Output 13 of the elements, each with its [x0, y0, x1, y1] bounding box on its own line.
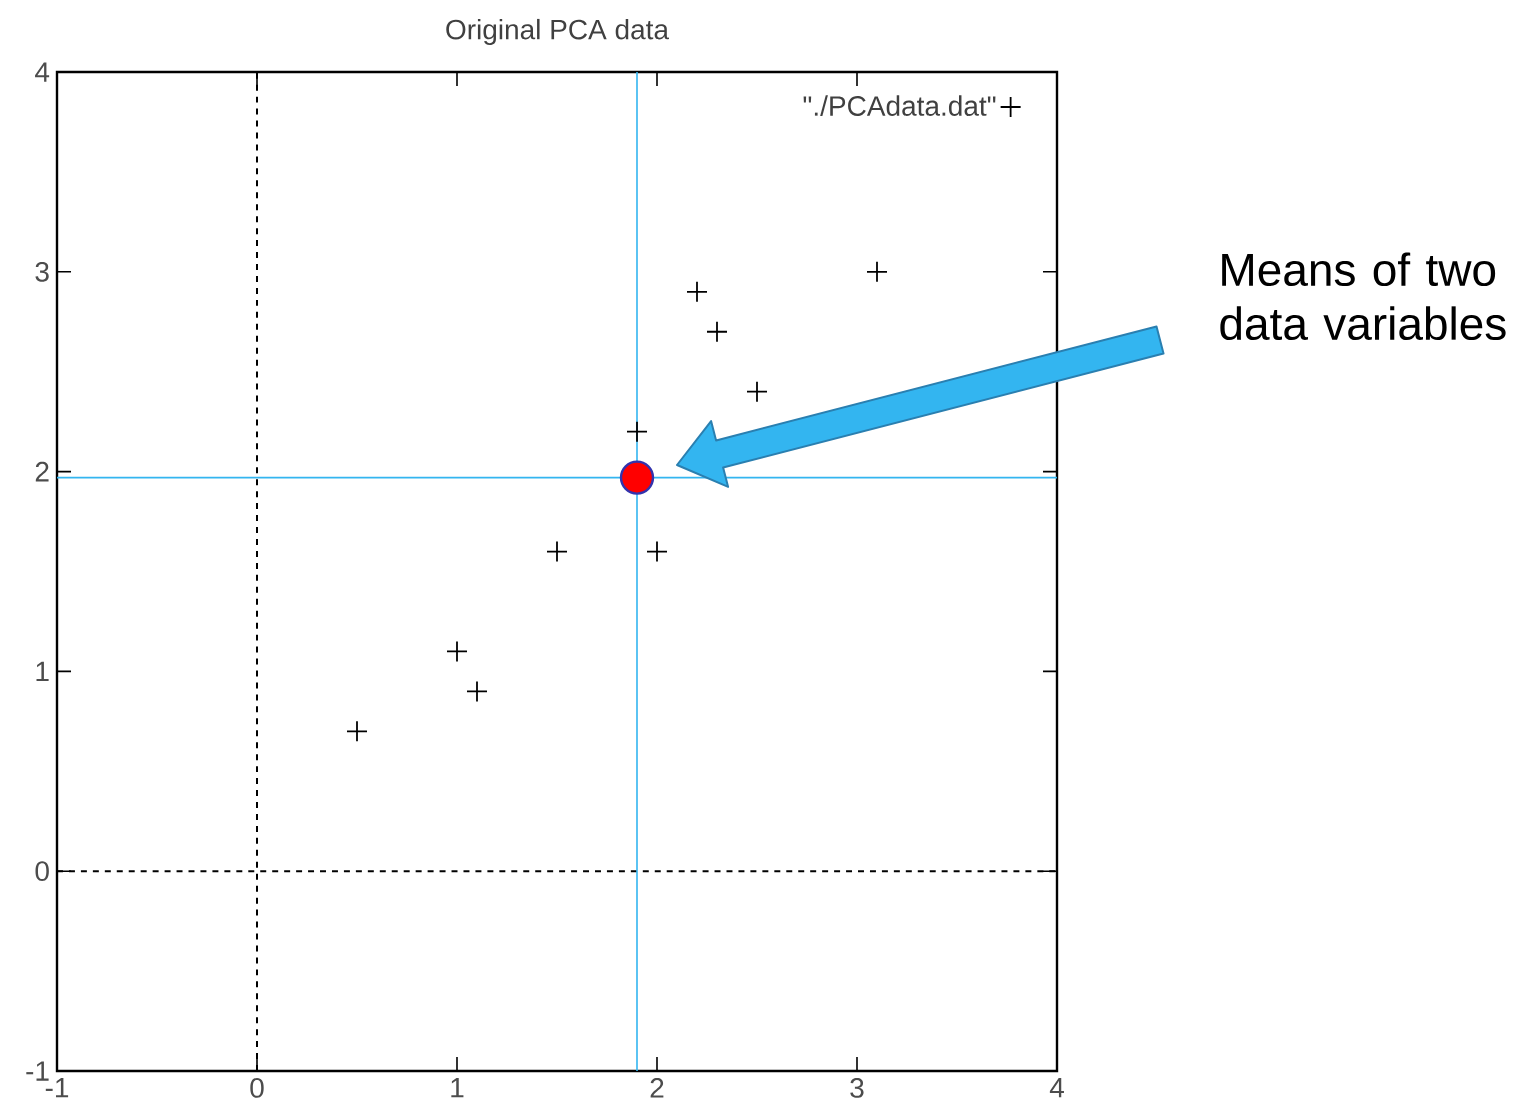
y-tick-label: 0	[35, 861, 49, 882]
x-tick-label: 1	[451, 1078, 464, 1098]
y-tick-label: 1	[36, 661, 49, 682]
legend-label: "./PCAdata.dat"	[803, 95, 996, 116]
x-tick-label: 4	[1049, 1078, 1064, 1098]
x-tick-label: 2	[650, 1078, 664, 1098]
x-tick-label: 3	[850, 1078, 864, 1098]
text: Means of two data variables	[1220, 252, 1506, 341]
x-tick-label: 0	[250, 1078, 264, 1098]
y-tick-label: 3	[35, 261, 49, 282]
chart-title: Original PCA data	[446, 18, 669, 46]
y-tick-label: 2	[35, 461, 49, 482]
y-tick-label: 4	[35, 62, 50, 82]
